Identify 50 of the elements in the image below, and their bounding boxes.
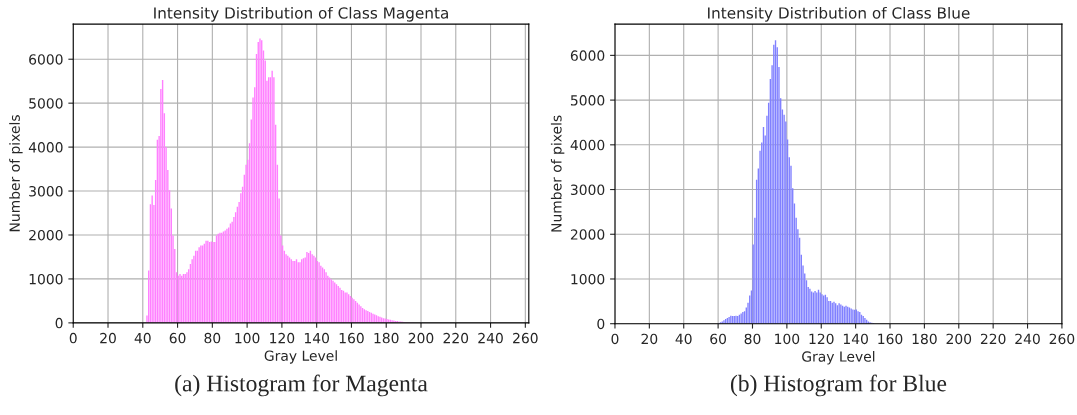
x-tick-label: 60 (710, 333, 727, 345)
y-tick-label: 1000 (571, 273, 605, 285)
x-tick-label: 0 (611, 333, 619, 345)
y-tick-label: 0 (597, 318, 605, 330)
x-tick-label: 20 (100, 332, 116, 344)
x-tick-label: 40 (134, 332, 151, 344)
x-tick-label: 180 (374, 332, 399, 344)
x-tick-label: 260 (1049, 333, 1075, 345)
y-tick-label: 3000 (29, 186, 63, 197)
x-tick-label: 100 (235, 332, 260, 344)
x-tick-label: 120 (270, 332, 295, 344)
y-tick-label: 5000 (570, 95, 605, 106)
x-tick-label: 20 (641, 333, 658, 345)
x-tick-label: 60 (169, 332, 186, 344)
x-axis-title: Gray Level (264, 350, 337, 364)
x-tick-label: 220 (980, 333, 1006, 345)
x-tick-label: 200 (946, 333, 972, 345)
x-tick-label: 260 (513, 332, 538, 344)
chart-title: Intensity Distribution of Class Magenta (154, 6, 448, 22)
y-tick-label: 6000 (29, 54, 63, 65)
x-tick-label: 180 (912, 333, 937, 345)
y-tick-label: 4000 (28, 142, 63, 153)
x-tick-label: 240 (478, 332, 503, 344)
x-tick-label: 0 (69, 332, 77, 344)
y-tick-label: 2000 (570, 229, 605, 240)
x-axis-title: Gray Level (802, 351, 875, 365)
x-tick-label: 80 (204, 332, 221, 344)
x-tick-label: 240 (1015, 333, 1040, 345)
x-tick-label: 40 (675, 333, 692, 345)
x-tick-label: 200 (408, 332, 434, 344)
y-tick-label: 4000 (570, 139, 605, 151)
y-tick-label: 2000 (29, 229, 63, 241)
x-tick-label: 100 (775, 333, 800, 345)
text: (b) Histogram for Blue (730, 374, 947, 397)
y-tick-label: 0 (55, 317, 63, 329)
x-tick-label: 160 (339, 332, 364, 344)
x-tick-label: 160 (878, 333, 903, 345)
chart-title: Intensity Distribution of Class Blue (708, 6, 970, 22)
x-tick-label: 140 (843, 333, 868, 345)
x-tick-label: 140 (304, 332, 329, 344)
y-axis-title: Number of pixels (550, 115, 565, 232)
y-axis-title: Number of pixels (9, 115, 23, 232)
y-tick-label: 1000 (29, 273, 63, 285)
x-tick-label: 120 (809, 333, 834, 345)
y-tick-label: 3000 (570, 184, 605, 196)
x-tick-label: 80 (744, 333, 761, 345)
y-tick-label: 6000 (570, 50, 605, 61)
text: (a) Histogram for Magenta (175, 374, 428, 397)
y-tick-label: 5000 (29, 98, 63, 109)
x-tick-label: 220 (443, 332, 469, 344)
